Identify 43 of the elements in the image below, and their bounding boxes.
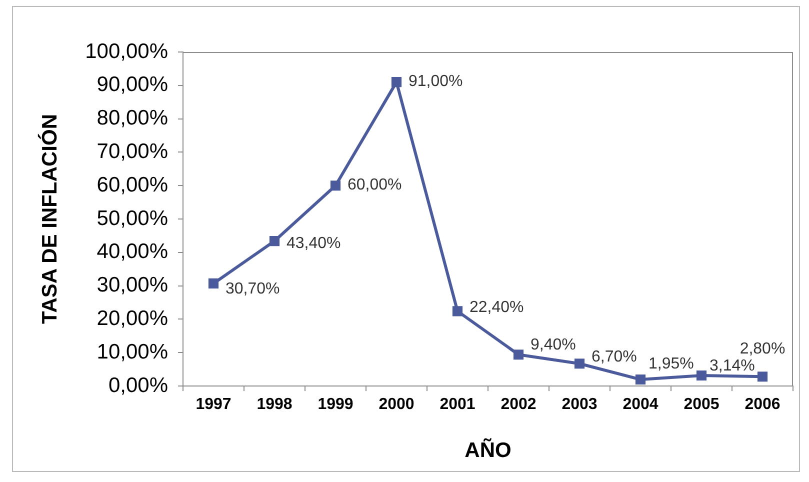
x-tick-label: 2002 — [500, 396, 536, 414]
y-tick-label: 0,00% — [108, 374, 168, 397]
x-tick-label: 1999 — [318, 396, 354, 414]
data-label: 60,00% — [348, 176, 402, 194]
point — [696, 370, 707, 381]
y-axis-title: TASA DE INFLACIÓN — [37, 114, 62, 324]
y-tick-label: 20,00% — [96, 306, 168, 330]
point — [391, 77, 402, 88]
x-tick-label: 2001 — [440, 396, 476, 414]
y-tick-label: 60,00% — [96, 173, 168, 196]
x-tick-label: 1998 — [256, 396, 292, 414]
y-tick-label: 30,00% — [96, 274, 168, 297]
point — [574, 358, 585, 369]
data-label: 22,40% — [470, 299, 524, 316]
x-tick-label: 1997 — [196, 396, 232, 414]
point — [513, 350, 524, 360]
data-label: 2,80% — [740, 340, 786, 358]
y-tick-label: 50,00% — [96, 206, 168, 230]
point — [452, 306, 463, 316]
x-axis-title: AÑO — [464, 438, 512, 462]
y-tick-label: 90,00% — [96, 73, 168, 96]
x-tick-label: 2003 — [562, 396, 598, 414]
x-tick-label: 2005 — [684, 396, 720, 414]
point — [757, 372, 768, 382]
data-label: 30,70% — [226, 280, 280, 298]
data-label: 9,40% — [530, 336, 576, 354]
y-tick-label: 40,00% — [96, 240, 168, 264]
data-label: 43,40% — [286, 234, 341, 252]
point — [208, 278, 219, 288]
data-label: 3,14% — [710, 357, 755, 374]
y-tick-label: 100,00% — [85, 40, 168, 63]
y-tick-label: 80,00% — [96, 106, 168, 130]
data-label: 6,70% — [592, 348, 637, 366]
y-tick-label: 70,00% — [96, 140, 168, 163]
point — [330, 180, 341, 191]
x-tick-label: 2004 — [622, 396, 658, 414]
point — [269, 236, 280, 246]
y-tick-label: 10,00% — [96, 340, 168, 364]
data-label: 91,00% — [408, 72, 463, 90]
x-tick-label: 2000 — [378, 396, 414, 414]
x-tick-label: 2006 — [744, 396, 780, 414]
point — [635, 374, 646, 385]
data-label: 1,95% — [648, 355, 694, 372]
